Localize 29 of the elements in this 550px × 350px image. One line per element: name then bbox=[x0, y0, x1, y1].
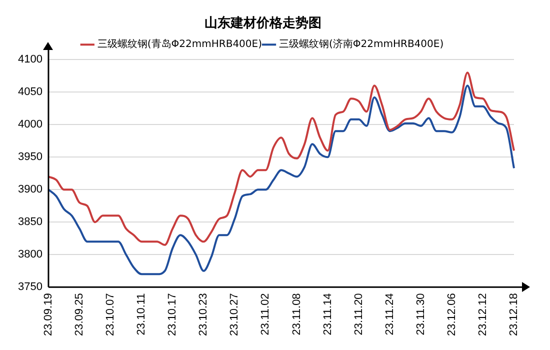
x-tick-label: 23.10.27 bbox=[228, 293, 241, 336]
line-series bbox=[47, 72, 515, 246]
x-tick-label: 23.11.08 bbox=[290, 293, 303, 336]
x-tick-label: 23.10.07 bbox=[104, 293, 117, 336]
x-tick-label: 23.12.12 bbox=[476, 293, 489, 336]
legend-label: 三级螺纹钢(济南Φ22mmHRB400E) bbox=[279, 38, 444, 50]
x-tick-label: 23.10.11 bbox=[136, 293, 148, 336]
x-tick-label: 23.11.24 bbox=[384, 293, 396, 336]
y-tick-label: 3850 bbox=[18, 216, 42, 228]
line-series bbox=[47, 84, 515, 276]
x-tick-label: 23.11.20 bbox=[352, 293, 365, 336]
x-tick-label: 23.09.25 bbox=[74, 293, 86, 336]
x-tick-label: 23.11.14 bbox=[322, 293, 334, 336]
y-tick-label: 3750 bbox=[18, 281, 42, 294]
x-tick-label: 23.11.02 bbox=[260, 293, 272, 336]
y-tick-label: 3800 bbox=[18, 248, 42, 261]
x-tick-label: 23.10.23 bbox=[198, 293, 210, 336]
chart-title: 山东建材价格走势图 bbox=[204, 15, 322, 32]
y-tick-label: 3950 bbox=[18, 151, 42, 164]
x-tick-label: 23.10.17 bbox=[166, 293, 179, 336]
y-tick-label: 4050 bbox=[18, 86, 42, 98]
x-tick-label: 23.12.18 bbox=[508, 293, 520, 336]
y-tick-label: 4100 bbox=[18, 54, 42, 66]
x-tick-label: 23.11.30 bbox=[414, 293, 427, 336]
legend-label: 三级螺纹钢(青岛Φ22mmHRB400E) bbox=[97, 38, 262, 50]
x-tick-label: 23.09.19 bbox=[42, 293, 54, 336]
y-tick-label: 4000 bbox=[18, 118, 42, 131]
x-tick-label: 23.12.06 bbox=[446, 293, 458, 336]
y-tick-label: 3900 bbox=[18, 184, 42, 196]
